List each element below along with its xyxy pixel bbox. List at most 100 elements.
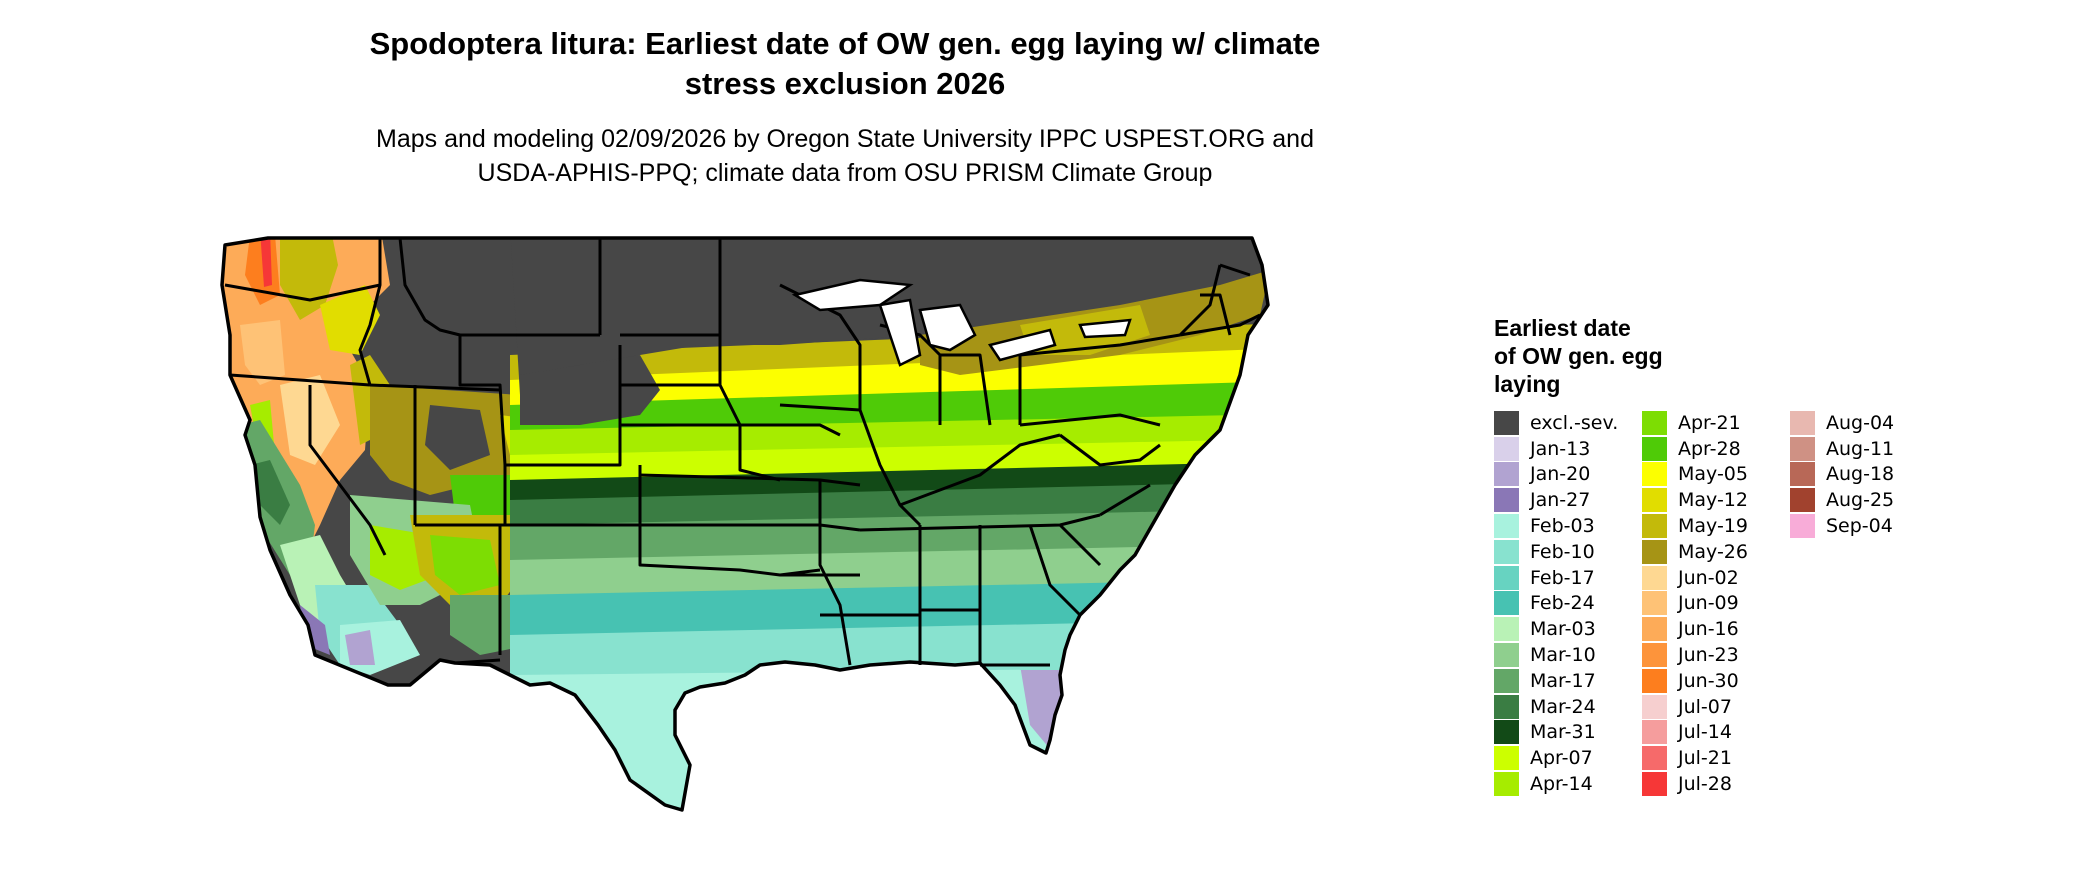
legend-item: Mar-31 (1494, 720, 1618, 746)
legend-label: Feb-03 (1530, 515, 1595, 538)
legend-swatch (1494, 488, 1519, 513)
great-lakes (791, 278, 1132, 367)
map-title-line-1: Spodoptera litura: Earliest date of OW g… (369, 26, 1321, 61)
legend-item: Jul-21 (1642, 745, 1748, 771)
legend-label: Jul-21 (1678, 747, 1732, 770)
legend-label: May-26 (1678, 540, 1748, 563)
legend-label: Jul-07 (1678, 695, 1732, 718)
legend-swatch (1494, 720, 1519, 745)
legend-item: Sep-04 (1790, 513, 1894, 539)
legend-item: Feb-10 (1494, 539, 1618, 565)
legend-item: May-26 (1642, 539, 1748, 565)
legend-swatch (1642, 514, 1667, 539)
legend-swatch (1494, 410, 1519, 435)
legend-swatch (1642, 565, 1667, 590)
legend-label: Mar-10 (1530, 644, 1596, 667)
legend-label: Feb-17 (1530, 566, 1595, 589)
legend-swatch (1642, 539, 1667, 564)
legend-swatch (1642, 436, 1667, 461)
legend-item: Jul-28 (1642, 771, 1748, 797)
legend-swatch (1494, 565, 1519, 590)
legend-item: Aug-18 (1790, 462, 1894, 488)
legend-label: Jul-14 (1678, 721, 1732, 744)
legend-label: Apr-21 (1678, 411, 1741, 434)
legend-label: Mar-17 (1530, 669, 1596, 692)
map-subtitle-line-2: USDA-APHIS-PPQ; climate data from OSU PR… (477, 159, 1213, 187)
legend-swatch (1642, 694, 1667, 719)
legend-title: Earliest date of OW gen. egg laying (1494, 314, 1734, 398)
legend-item: May-05 (1642, 462, 1748, 488)
legend-item: Jan-13 (1494, 436, 1618, 462)
legend-title-line: of OW gen. egg (1494, 343, 1663, 369)
legend-swatch (1494, 668, 1519, 693)
legend-item: Aug-11 (1790, 436, 1894, 462)
legend-label: Mar-24 (1530, 695, 1596, 718)
legend-swatch (1494, 643, 1519, 668)
legend-item: Apr-28 (1642, 436, 1748, 462)
legend-item: excl.-sev. (1494, 410, 1618, 436)
map-title: Spodoptera litura: Earliest date of OW g… (270, 24, 1420, 104)
legend-item: Jul-07 (1642, 694, 1748, 720)
legend-label: Apr-14 (1530, 773, 1593, 796)
legend-label: Jun-30 (1678, 669, 1739, 692)
legend-label: Jul-28 (1678, 773, 1732, 796)
suitability-raster (222, 238, 1268, 810)
legend-column: Aug-04 Aug-11 Aug-18 Aug-25 Sep-04 (1790, 410, 1894, 539)
legend-swatch (1642, 410, 1667, 435)
legend-label: May-19 (1678, 515, 1748, 538)
legend-label: Sep-04 (1826, 515, 1893, 538)
legend-item: Apr-14 (1494, 771, 1618, 797)
legend-column: excl.-sev. Jan-13 Jan-20 Jan-27 Feb-03 Feb-10… (1494, 410, 1618, 797)
legend-item: Jun-02 (1642, 565, 1748, 591)
legend-swatch (1494, 462, 1519, 487)
legend-title-line: Earliest date (1494, 315, 1631, 341)
legend-swatch (1642, 746, 1667, 771)
legend-label: May-12 (1678, 489, 1748, 512)
legend-swatch (1494, 539, 1519, 564)
legend-label: Jan-27 (1530, 489, 1591, 512)
legend-label: Feb-10 (1530, 540, 1595, 563)
legend-item: May-19 (1642, 513, 1748, 539)
legend-swatch (1642, 720, 1667, 745)
legend-label: Jun-16 (1678, 618, 1739, 641)
legend-label: Mar-03 (1530, 618, 1596, 641)
state-boundaries (224, 237, 1261, 667)
legend-item: Jun-23 (1642, 642, 1748, 668)
legend-item: Mar-17 (1494, 668, 1618, 694)
legend-label: Jan-20 (1530, 463, 1591, 486)
legend-swatch (1642, 668, 1667, 693)
legend-item: Jan-27 (1494, 487, 1618, 513)
legend-swatch (1642, 591, 1667, 616)
legend-item: Feb-24 (1494, 591, 1618, 617)
legend-column: Apr-21 Apr-28 May-05 May-12 May-19 May-26 Jun-… (1642, 410, 1748, 797)
legend-item: Jul-14 (1642, 720, 1748, 746)
legend-label: Jan-13 (1530, 437, 1591, 460)
legend-label: Aug-04 (1826, 411, 1895, 434)
legend-swatch (1642, 643, 1667, 668)
legend-swatch (1494, 591, 1519, 616)
legend-label: excl.-sev. (1530, 411, 1619, 434)
legend-swatch (1790, 462, 1815, 487)
legend-item: Apr-07 (1494, 745, 1618, 771)
legend-swatch (1790, 488, 1815, 513)
legend-label: Mar-31 (1530, 721, 1596, 744)
map-subtitle-line-1: Maps and modeling 02/09/2026 by Oregon S… (376, 125, 1314, 153)
us-map (220, 236, 1270, 812)
legend-item: Aug-04 (1790, 410, 1894, 436)
legend-label: Feb-24 (1530, 592, 1595, 615)
legend-item: Feb-17 (1494, 565, 1618, 591)
legend-item: Jun-30 (1642, 668, 1748, 694)
legend-item: Jun-09 (1642, 591, 1748, 617)
legend-item: Jan-20 (1494, 462, 1618, 488)
legend-label: Aug-18 (1826, 463, 1895, 486)
legend-label: Jun-09 (1678, 592, 1739, 615)
legend-item: Feb-03 (1494, 513, 1618, 539)
us-outline (220, 236, 1270, 812)
map-subtitle: Maps and modeling 02/09/2026 by Oregon S… (270, 122, 1420, 190)
map-title-line-2: stress exclusion 2026 (684, 66, 1006, 101)
legend-swatch (1790, 514, 1815, 539)
legend-swatch (1790, 410, 1815, 435)
legend-swatch (1642, 462, 1667, 487)
legend-item: Mar-10 (1494, 642, 1618, 668)
legend-label: Jun-02 (1678, 566, 1739, 589)
